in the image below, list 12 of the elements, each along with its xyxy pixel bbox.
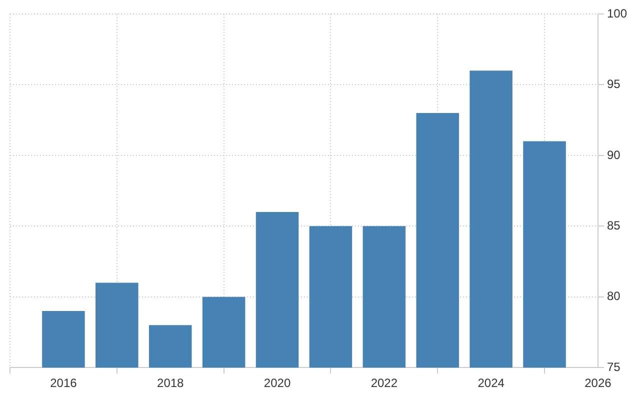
x-tick-label: 2018 xyxy=(157,376,184,390)
x-tick-label: 2026 xyxy=(584,376,612,390)
y-tick-label: 80 xyxy=(606,289,621,304)
x-tick-label: 2022 xyxy=(370,376,398,390)
x-tick-label: 2016 xyxy=(50,376,78,390)
x-tick-label: 2024 xyxy=(478,376,505,390)
y-tick-label: 95 xyxy=(606,77,621,92)
x-tick-label: 2020 xyxy=(264,376,291,390)
y-tick-label: 100 xyxy=(606,6,628,20)
y-tick-label: 90 xyxy=(606,148,621,162)
y-tick-label: 85 xyxy=(606,218,621,232)
y-tick-label: 75 xyxy=(606,360,621,374)
